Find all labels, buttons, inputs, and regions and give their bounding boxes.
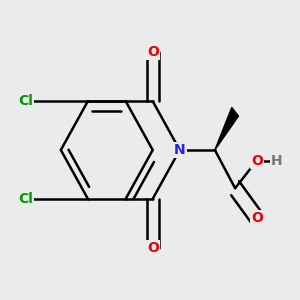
Text: O: O <box>251 154 263 168</box>
Text: Cl: Cl <box>18 94 33 108</box>
Text: O: O <box>147 241 159 255</box>
Text: O: O <box>147 45 159 59</box>
Polygon shape <box>215 107 238 150</box>
Text: Cl: Cl <box>18 192 33 206</box>
Text: O: O <box>251 211 263 225</box>
Text: N: N <box>174 143 185 157</box>
Text: H: H <box>271 154 283 168</box>
